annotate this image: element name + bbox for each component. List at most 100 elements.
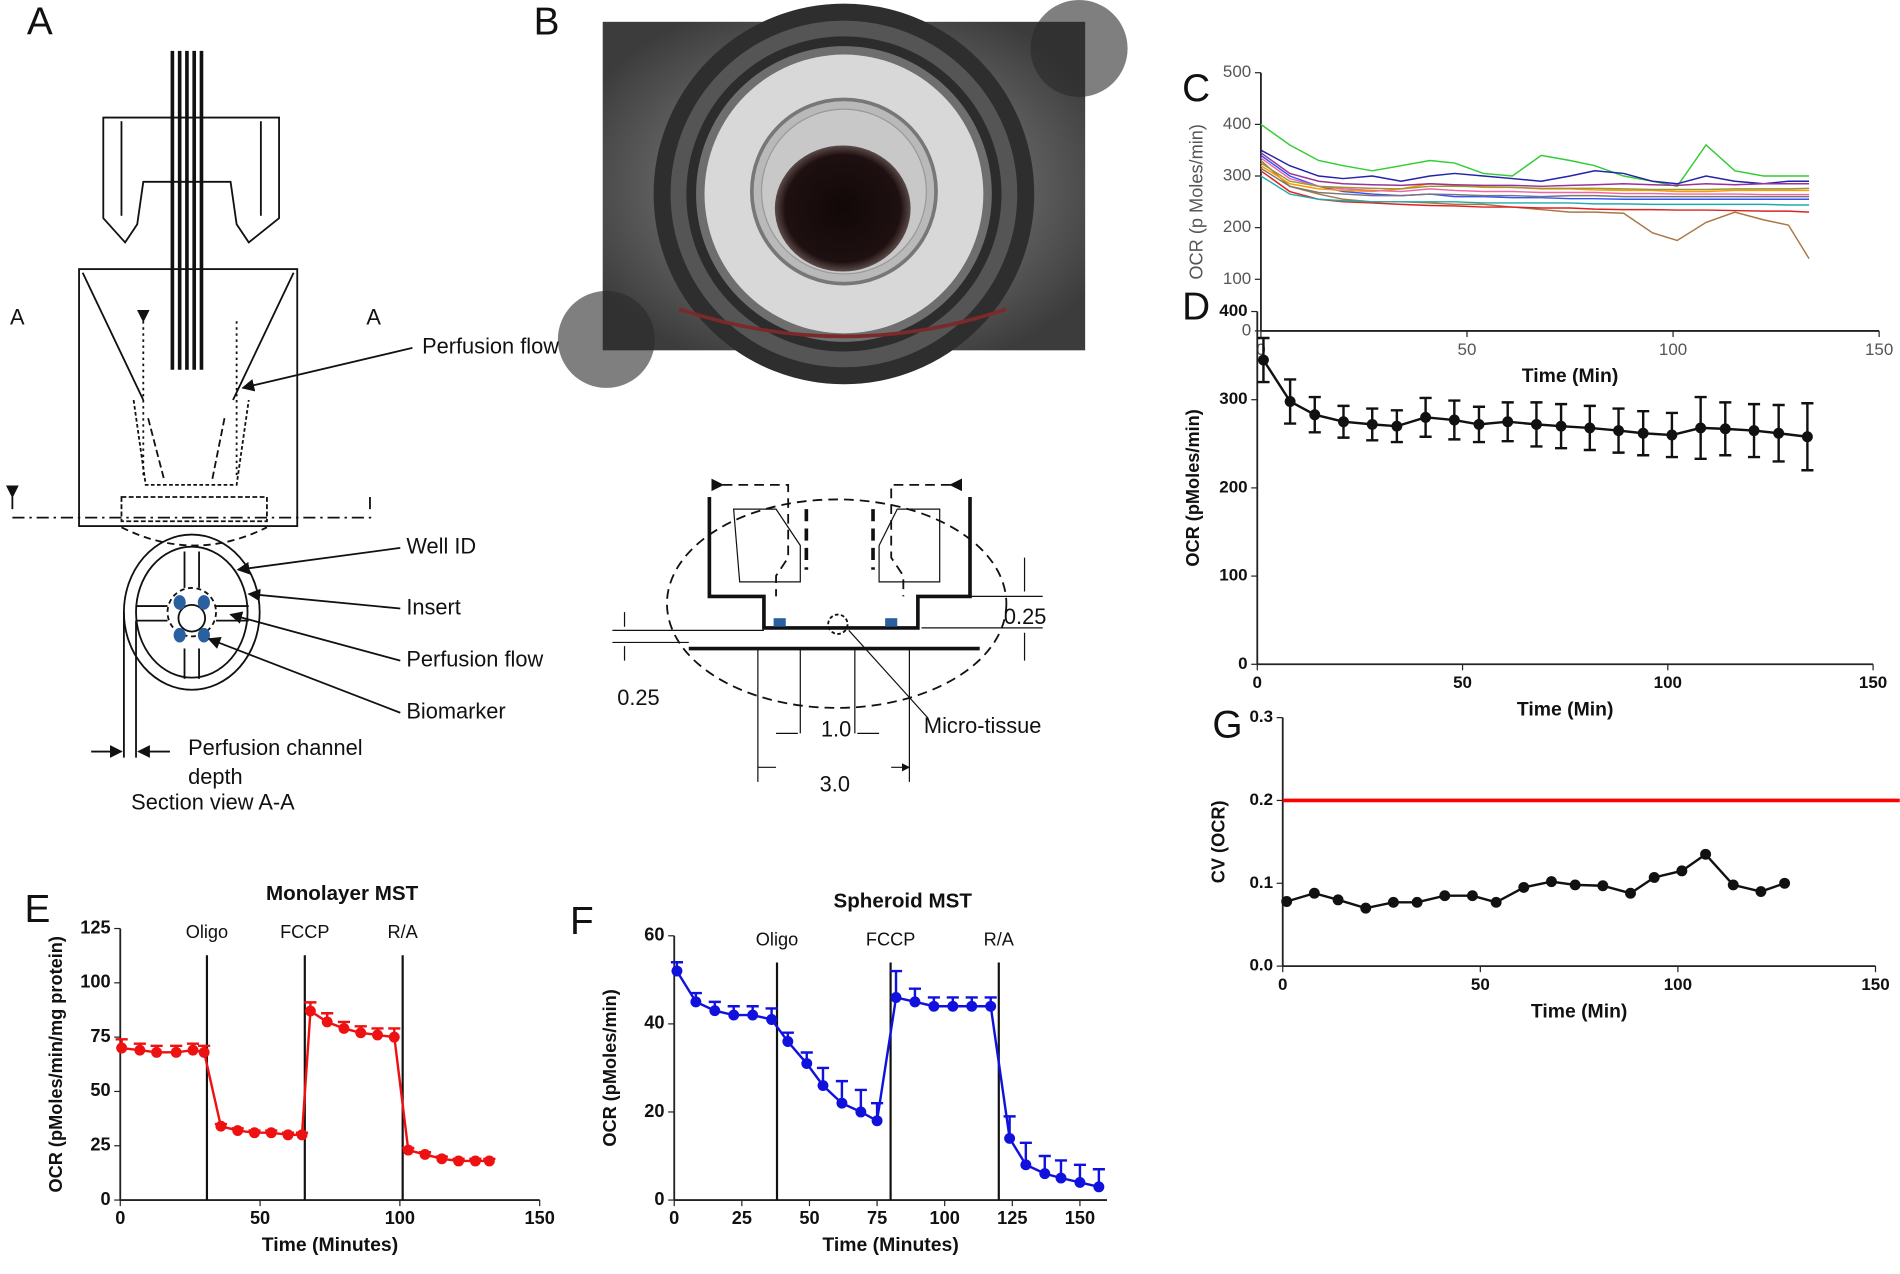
marker: [338, 1022, 350, 1034]
chart-title: Spheroid MST: [834, 889, 973, 912]
y-tick-label: 200: [1219, 477, 1247, 496]
y-tick-label: 50: [90, 1080, 110, 1100]
marker: [1466, 890, 1478, 902]
marker: [1411, 896, 1423, 908]
marker: [134, 1044, 146, 1056]
event-label: FCCP: [866, 929, 915, 949]
pointer: [229, 611, 401, 662]
marker: [817, 1080, 829, 1092]
y-tick-label: 0: [100, 1189, 110, 1209]
section-mark: A: [366, 305, 381, 330]
cap: [102, 116, 280, 244]
event-label: FCCP: [280, 922, 329, 942]
y-tick-label: 0: [1242, 320, 1251, 339]
y-tick-label: 0.0: [1249, 956, 1273, 975]
marker: [198, 1046, 210, 1058]
marker: [966, 1000, 978, 1012]
x-tick-label: 100: [1659, 340, 1687, 359]
marker: [1004, 1132, 1016, 1144]
marker: [1502, 416, 1514, 428]
channels: [136, 551, 249, 679]
marker: [419, 1148, 431, 1160]
y-tick-label: 500: [1223, 62, 1251, 81]
marker: [1801, 431, 1813, 443]
series-line: [675, 970, 1100, 1189]
diagram-a: A: [12, 0, 413, 758]
marker: [215, 1120, 227, 1132]
y-tick-label: 20: [644, 1101, 664, 1121]
x-tick-label: 0: [115, 1208, 125, 1228]
marker: [855, 1106, 867, 1118]
marker: [671, 965, 683, 977]
marker: [1439, 890, 1451, 902]
marker: [928, 1000, 940, 1012]
marker: [1309, 409, 1321, 421]
section-ticks: [12, 497, 371, 509]
marker: [116, 1042, 128, 1054]
marker: [947, 1000, 959, 1012]
marker: [1584, 422, 1596, 434]
x-tick-label: 100: [1654, 673, 1682, 692]
insert-ring: [166, 586, 217, 638]
marker: [728, 1009, 740, 1021]
marker: [801, 1058, 813, 1069]
marker: [1387, 896, 1399, 908]
x-tick-label: 0: [1256, 340, 1265, 359]
marker: [170, 1046, 182, 1058]
marker: [709, 1005, 721, 1017]
marker: [1727, 879, 1739, 891]
marker: [372, 1029, 383, 1041]
y-axis-label: OCR (pMoles/min/mg protein): [46, 936, 66, 1192]
y-tick-label: 0: [1238, 654, 1247, 673]
y-tick-label: 25: [90, 1135, 110, 1155]
series-line: [1260, 154, 1810, 201]
y-tick-label: 400: [1219, 301, 1247, 320]
event-label: Oligo: [186, 922, 228, 942]
section-mark: A: [10, 305, 25, 330]
marker: [1020, 1159, 1032, 1171]
panel-label: E: [25, 888, 51, 931]
hatch: [147, 417, 226, 480]
x-tick-label: 150: [1065, 1208, 1095, 1228]
marker: [1676, 865, 1688, 877]
marker: [1039, 1168, 1051, 1180]
x-tick-label: 50: [250, 1208, 270, 1228]
x-tick-label: 25: [732, 1208, 752, 1228]
x-tick-label: 100: [385, 1208, 415, 1228]
marker: [1490, 896, 1502, 908]
marker: [388, 1031, 400, 1043]
marker: [1530, 418, 1542, 430]
series-line: [1260, 175, 1810, 206]
marker: [453, 1155, 465, 1167]
y-axis-label: OCR (pMoles/min): [1183, 409, 1203, 566]
marker: [1700, 848, 1712, 860]
event-label: R/A: [388, 922, 419, 942]
y-tick-label: 0.3: [1249, 707, 1273, 726]
y-tick-label: 300: [1219, 389, 1247, 408]
annotation: depth: [188, 764, 243, 789]
x-axis-label: Time (Min): [1522, 365, 1619, 387]
y-tick-label: 400: [1223, 114, 1251, 133]
marker: [296, 1129, 308, 1141]
well-outer: [122, 533, 261, 691]
marker: [1448, 414, 1460, 426]
y-tick-label: 300: [1223, 165, 1251, 184]
marker: [1281, 896, 1293, 907]
marker: [1074, 1176, 1086, 1188]
y-tick-label: 0: [654, 1189, 664, 1209]
marker: [1338, 416, 1349, 428]
marker: [1719, 423, 1731, 435]
series-line: [1286, 852, 1785, 910]
series-line: [1260, 123, 1810, 188]
series-line: [1260, 159, 1810, 260]
x-tick-label: 0: [1253, 673, 1262, 692]
y-tick-label: 0.2: [1249, 790, 1273, 809]
marker: [321, 1016, 333, 1028]
y-axis-label: OCR (pMoles/min): [600, 989, 620, 1147]
marker: [1257, 354, 1269, 366]
marker: [1625, 887, 1636, 899]
marker: [483, 1155, 495, 1167]
marker: [1518, 881, 1530, 893]
